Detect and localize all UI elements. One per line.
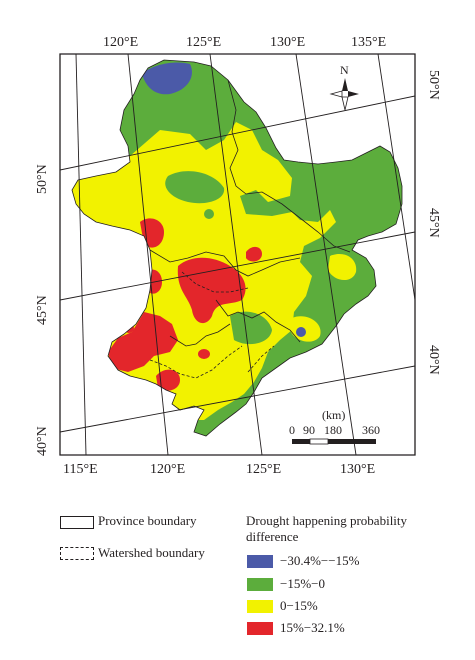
right-lat-label-50: 50°N (426, 70, 441, 100)
bottom-lon-label-115: 115°E (63, 462, 98, 477)
legend-swatch-class4 (247, 622, 273, 635)
watershed-line-2 (149, 345, 243, 379)
north-arrow-right (348, 91, 359, 97)
top-lon-label-135: 135°E (351, 35, 386, 50)
region-outline (71, 59, 403, 437)
map-frame (59, 53, 416, 456)
legend-swatch-class3 (247, 600, 273, 613)
right-lat-label-45: 45°N (426, 208, 441, 238)
scale-bar: (km) 0 90 180 360 (289, 408, 380, 445)
province-line-2 (149, 249, 301, 277)
province-boundaries (71, 59, 403, 437)
legend-label-class4: 15%−32.1% (280, 620, 345, 635)
scale-seg-2 (309, 438, 329, 445)
zone-class4-small (246, 246, 262, 262)
meridian-125 (209, 53, 263, 456)
meridian-130 (295, 53, 357, 456)
legend-swatch-class1 (247, 555, 273, 568)
legend-label-class1: −30.4%−−15% (280, 553, 360, 568)
zone-class3-east (328, 253, 357, 281)
watershed-boundary-swatch (60, 547, 94, 560)
drought-region (72, 60, 402, 436)
scale-tick-360: 360 (362, 423, 380, 437)
left-lat-label-45: 45°N (35, 295, 50, 325)
scale-unit: (km) (322, 408, 345, 422)
watershed-line-3 (247, 345, 275, 373)
watershed-boundaries (149, 271, 275, 379)
north-arrow (329, 78, 359, 111)
parallel-50 (59, 95, 416, 171)
zone-class3-northwest (150, 131, 187, 160)
top-lon-label-125: 125°E (186, 35, 221, 50)
north-arrow-up (342, 78, 348, 91)
meridian-115 (75, 53, 87, 456)
scale-seg-3 (328, 439, 376, 444)
bottom-lon-label-125: 125°E (246, 462, 281, 477)
zone-class1-dot (296, 327, 306, 337)
zone-class4-south (156, 369, 180, 391)
legend-label-class2: −15%−0 (280, 576, 325, 591)
bottom-lon-label-130: 130°E (340, 462, 375, 477)
parallel-40 (59, 365, 416, 433)
north-arrow-down (341, 96, 349, 111)
zone-class2-spot (204, 209, 214, 219)
right-lat-label-40: 40°N (426, 345, 441, 375)
scale-tick-180: 180 (324, 423, 342, 437)
watershed-boundary-label: Watershed boundary (98, 545, 205, 560)
province-line-4 (169, 323, 231, 347)
province-line-3 (215, 299, 301, 343)
north-label: N (340, 63, 349, 77)
zone-class4-west (140, 218, 164, 248)
zone-class1-north (142, 62, 192, 95)
province-boundary-label: Province boundary (98, 513, 197, 528)
province-line-1 (227, 79, 351, 253)
parallel-45 (59, 231, 416, 301)
zone-class4-dot1 (124, 323, 134, 333)
north-arrow-left (329, 90, 343, 98)
watershed-line-1 (181, 271, 249, 293)
bottom-lon-label-120: 120°E (150, 462, 185, 477)
left-lat-label-40: 40°N (35, 426, 50, 456)
legend-label-class3: 0−15% (280, 598, 318, 613)
scale-tick-0: 0 (289, 423, 295, 437)
scale-seg-1 (292, 439, 310, 444)
zone-class2-central (165, 171, 225, 204)
province-boundary-swatch (60, 516, 94, 529)
zone-class4-dot2 (198, 349, 210, 359)
graticule (59, 53, 416, 456)
zone-class2-south (230, 311, 272, 345)
zone-class4-southwest (108, 312, 178, 372)
top-lon-label-120: 120°E (103, 35, 138, 50)
left-lat-label-50: 50°N (35, 164, 50, 194)
scale-tick-90: 90 (303, 423, 315, 437)
meridian-120 (127, 53, 169, 456)
legend-swatch-class2 (247, 578, 273, 591)
meridian-135 (377, 53, 416, 301)
legend-title: Drought happening probability difference (246, 513, 408, 544)
top-lon-label-130: 130°E (270, 35, 305, 50)
